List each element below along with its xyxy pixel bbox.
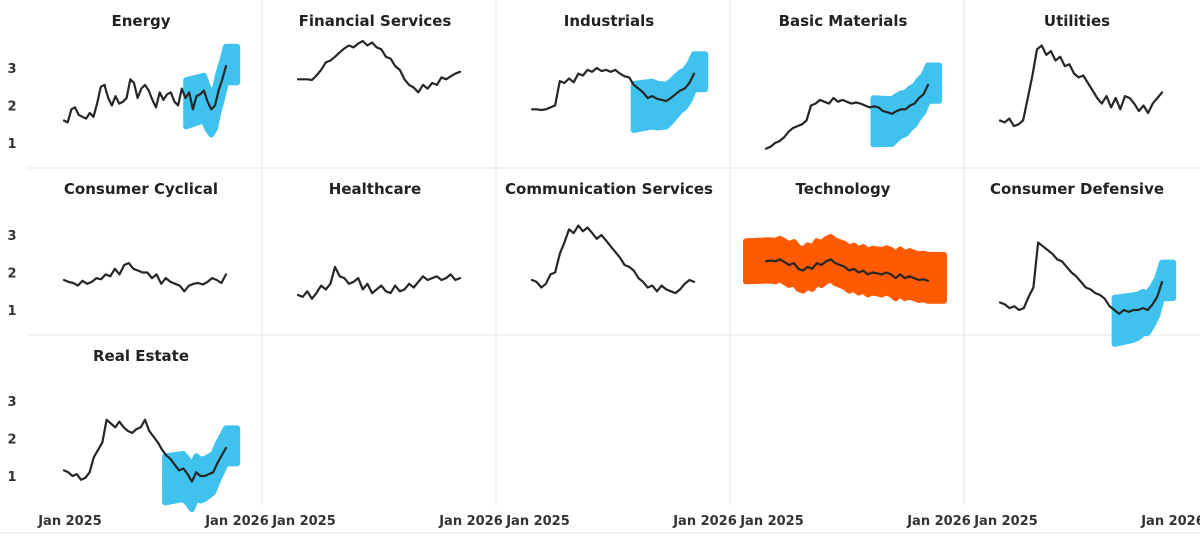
y-tick-label: 2	[7, 267, 16, 282]
panel-communication-services: Communication Services	[505, 180, 713, 295]
x-tick-label: Jan 2025	[505, 514, 570, 529]
x-tick-label: Jan 2025	[973, 514, 1038, 529]
x-tick-label: Jan 2026	[204, 514, 269, 529]
panel-consumer-defensive: Consumer Defensive	[990, 180, 1177, 347]
series-line	[296, 265, 462, 300]
panel-title: Basic Materials	[779, 12, 908, 30]
panel-financial-services: Financial Services	[296, 12, 462, 94]
series-line	[296, 39, 462, 94]
y-tick-label: 1	[7, 470, 16, 485]
panel-real-estate: Real Estate	[62, 347, 241, 513]
series-line	[62, 64, 228, 124]
panel-title: Consumer Cyclical	[64, 180, 218, 198]
x-tick-label: Jan 2026	[438, 514, 503, 529]
panel-healthcare: Healthcare	[296, 180, 462, 300]
series-line	[530, 224, 696, 295]
panel-title: Technology	[796, 180, 891, 198]
panel-technology: Technology	[743, 180, 947, 304]
panel-title: Communication Services	[505, 180, 713, 198]
highlight-marker	[183, 43, 241, 138]
x-tick-label: Jan 2026	[672, 514, 737, 529]
series-line	[530, 66, 696, 112]
panel-utilities: Utilities	[998, 12, 1164, 128]
y-tick-label: 1	[7, 137, 16, 152]
highlight-marker	[870, 62, 943, 148]
highlight-marker	[1111, 259, 1177, 347]
series-line	[764, 83, 930, 150]
x-tick-label: Jan 2025	[37, 514, 102, 529]
panel-title: Energy	[111, 12, 170, 30]
series-line	[764, 258, 930, 282]
panel-title: Industrials	[564, 12, 655, 30]
panel-title: Consumer Defensive	[990, 180, 1164, 198]
panel-industrials: Industrials	[530, 12, 709, 133]
highlight-marker	[630, 51, 709, 133]
y-tick-label: 3	[7, 229, 16, 244]
y-tick-label: 2	[7, 100, 16, 115]
panel-basic-materials: Basic Materials	[764, 12, 943, 150]
highlight-marker	[743, 234, 947, 304]
panel-title: Utilities	[1044, 12, 1110, 30]
x-tick-label: Jan 2026	[906, 514, 971, 529]
y-tick-label: 3	[7, 62, 16, 77]
panel-title: Real Estate	[93, 347, 189, 365]
x-tick-label: Jan 2025	[739, 514, 804, 529]
x-tick-label: Jan 2025	[271, 514, 336, 529]
series-line	[998, 241, 1164, 315]
highlight-marker	[162, 425, 241, 513]
series-line	[998, 44, 1164, 128]
x-tick-label: Jan 2026	[1140, 514, 1200, 529]
series-line	[62, 418, 228, 483]
y-tick-label: 1	[7, 304, 16, 319]
panel-title: Financial Services	[299, 12, 452, 30]
panel-energy: Energy	[62, 12, 241, 138]
y-tick-label: 3	[7, 395, 16, 410]
panel-title: Healthcare	[329, 180, 421, 198]
y-tick-label: 2	[7, 433, 16, 448]
series-line	[62, 262, 228, 293]
panel-consumer-cyclical: Consumer Cyclical	[62, 180, 228, 293]
